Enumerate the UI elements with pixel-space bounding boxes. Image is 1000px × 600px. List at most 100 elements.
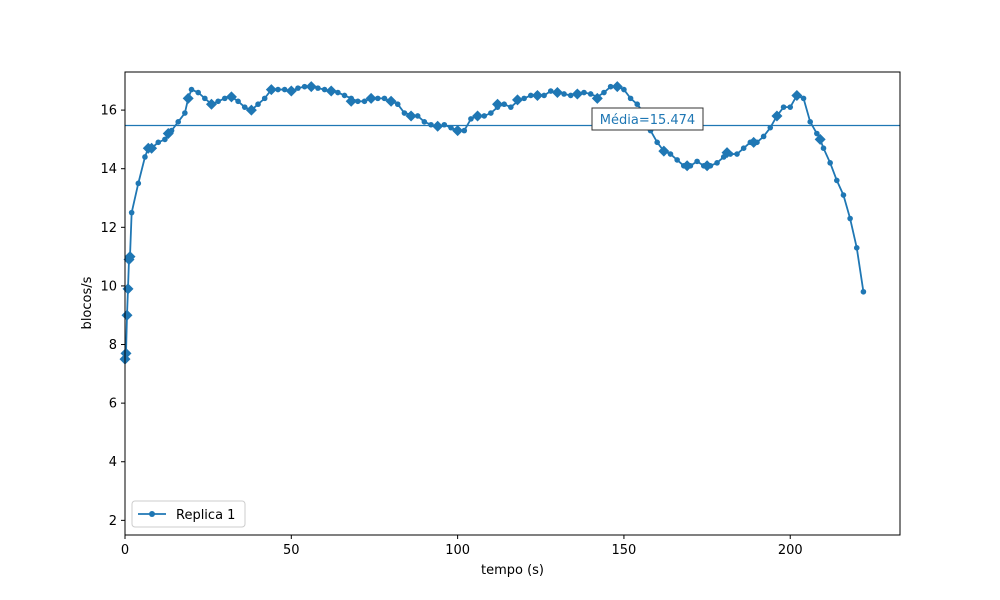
legend-box (131, 500, 246, 528)
highlight-marker (701, 160, 713, 172)
highlight-marker (658, 145, 670, 157)
data-point (135, 180, 142, 187)
mean-annotation-label: Média=15.474 (600, 113, 695, 128)
data-point (241, 104, 248, 110)
data-point (414, 113, 421, 119)
highlight-marker (571, 88, 583, 100)
data-point (800, 95, 807, 102)
highlight-marker (405, 110, 417, 122)
data-point (421, 119, 428, 125)
data-point (275, 86, 281, 93)
data-point (807, 119, 813, 125)
data-point (142, 154, 148, 160)
highlight-marker (814, 133, 826, 145)
data-point (740, 145, 747, 151)
data-point (541, 92, 547, 99)
y-tick-label: 4 (109, 455, 117, 470)
legend: Replica 1 (131, 500, 246, 528)
highlight-marker (771, 110, 783, 122)
highlight-marker (345, 95, 357, 107)
highlight-marker (305, 81, 317, 93)
data-point (202, 95, 208, 102)
highlight-marker (492, 98, 504, 110)
y-tick-label: 10 (100, 279, 117, 294)
data-point (295, 85, 301, 91)
data-point (374, 95, 381, 102)
highlight-marker (365, 92, 377, 104)
x-tick-label: 150 (612, 543, 637, 558)
data-point (853, 245, 860, 251)
highlight-marker (748, 136, 760, 148)
highlight-marker (265, 84, 277, 96)
mean-annotation-box (591, 107, 704, 131)
highlight-marker (611, 81, 623, 93)
data-point (401, 110, 408, 116)
x-tick-label: 200 (778, 543, 803, 558)
data-point (760, 133, 767, 140)
data-point (175, 119, 182, 125)
x-tick-label: 0 (121, 543, 129, 558)
data-point (780, 104, 787, 110)
data-point (155, 139, 162, 146)
data-point (820, 145, 827, 151)
highlight-marker (121, 309, 133, 321)
y-tick-label: 14 (100, 162, 117, 177)
data-point (767, 124, 774, 131)
data-point (501, 101, 507, 108)
data-point (182, 110, 188, 116)
data-point (814, 130, 820, 137)
highlight-marker (124, 251, 136, 263)
data-point (341, 92, 348, 99)
data-point (734, 151, 740, 157)
data-point (461, 127, 468, 134)
highlight-marker (721, 147, 733, 159)
highlight-marker (146, 142, 158, 154)
highlight-marker (120, 347, 132, 359)
data-point (508, 104, 514, 110)
data-point (361, 98, 368, 105)
data-point (667, 151, 674, 157)
highlight-marker (551, 87, 563, 99)
legend-label: Replica 1 (176, 508, 235, 523)
highlight-marker (531, 89, 543, 101)
x-axis-label: tempo (s) (481, 563, 544, 578)
data-point (827, 160, 833, 166)
axes: 0 50 100 150 200 2 4 6 8 10 12 14 16 (100, 71, 901, 558)
data-point (601, 89, 607, 96)
data-point (840, 192, 847, 198)
y-axis-label: blocos/s (80, 276, 95, 329)
highlight-marker (162, 128, 174, 140)
data-point (527, 92, 534, 99)
highlight-marker (432, 120, 444, 132)
data-point (627, 95, 634, 102)
data-point (847, 215, 853, 222)
legend-dot-marker (149, 511, 155, 517)
highlight-marker (245, 104, 257, 116)
plot-area (119, 81, 900, 365)
data-point (162, 136, 168, 143)
data-point (607, 83, 614, 90)
data-point (481, 113, 488, 119)
data-point (394, 101, 401, 108)
data-point (714, 160, 720, 166)
data-point (381, 95, 388, 102)
data-point (787, 104, 794, 110)
mean-annotation: Média=15.474 (591, 107, 704, 131)
data-point (195, 89, 201, 96)
highlight-marker (205, 98, 217, 110)
highlight-marker (681, 160, 693, 172)
axes-frame (124, 71, 901, 536)
x-tick-label: 100 (445, 543, 470, 558)
data-point (448, 124, 454, 131)
data-point (355, 98, 361, 105)
data-point (654, 139, 660, 146)
highlight-marker (225, 91, 237, 103)
highlight-marker (325, 85, 337, 97)
data-point (468, 116, 474, 122)
data-point (301, 83, 308, 90)
data-point (634, 101, 641, 108)
data-point (188, 86, 195, 93)
x-tick-label: 50 (283, 543, 300, 558)
data-point (587, 91, 594, 97)
